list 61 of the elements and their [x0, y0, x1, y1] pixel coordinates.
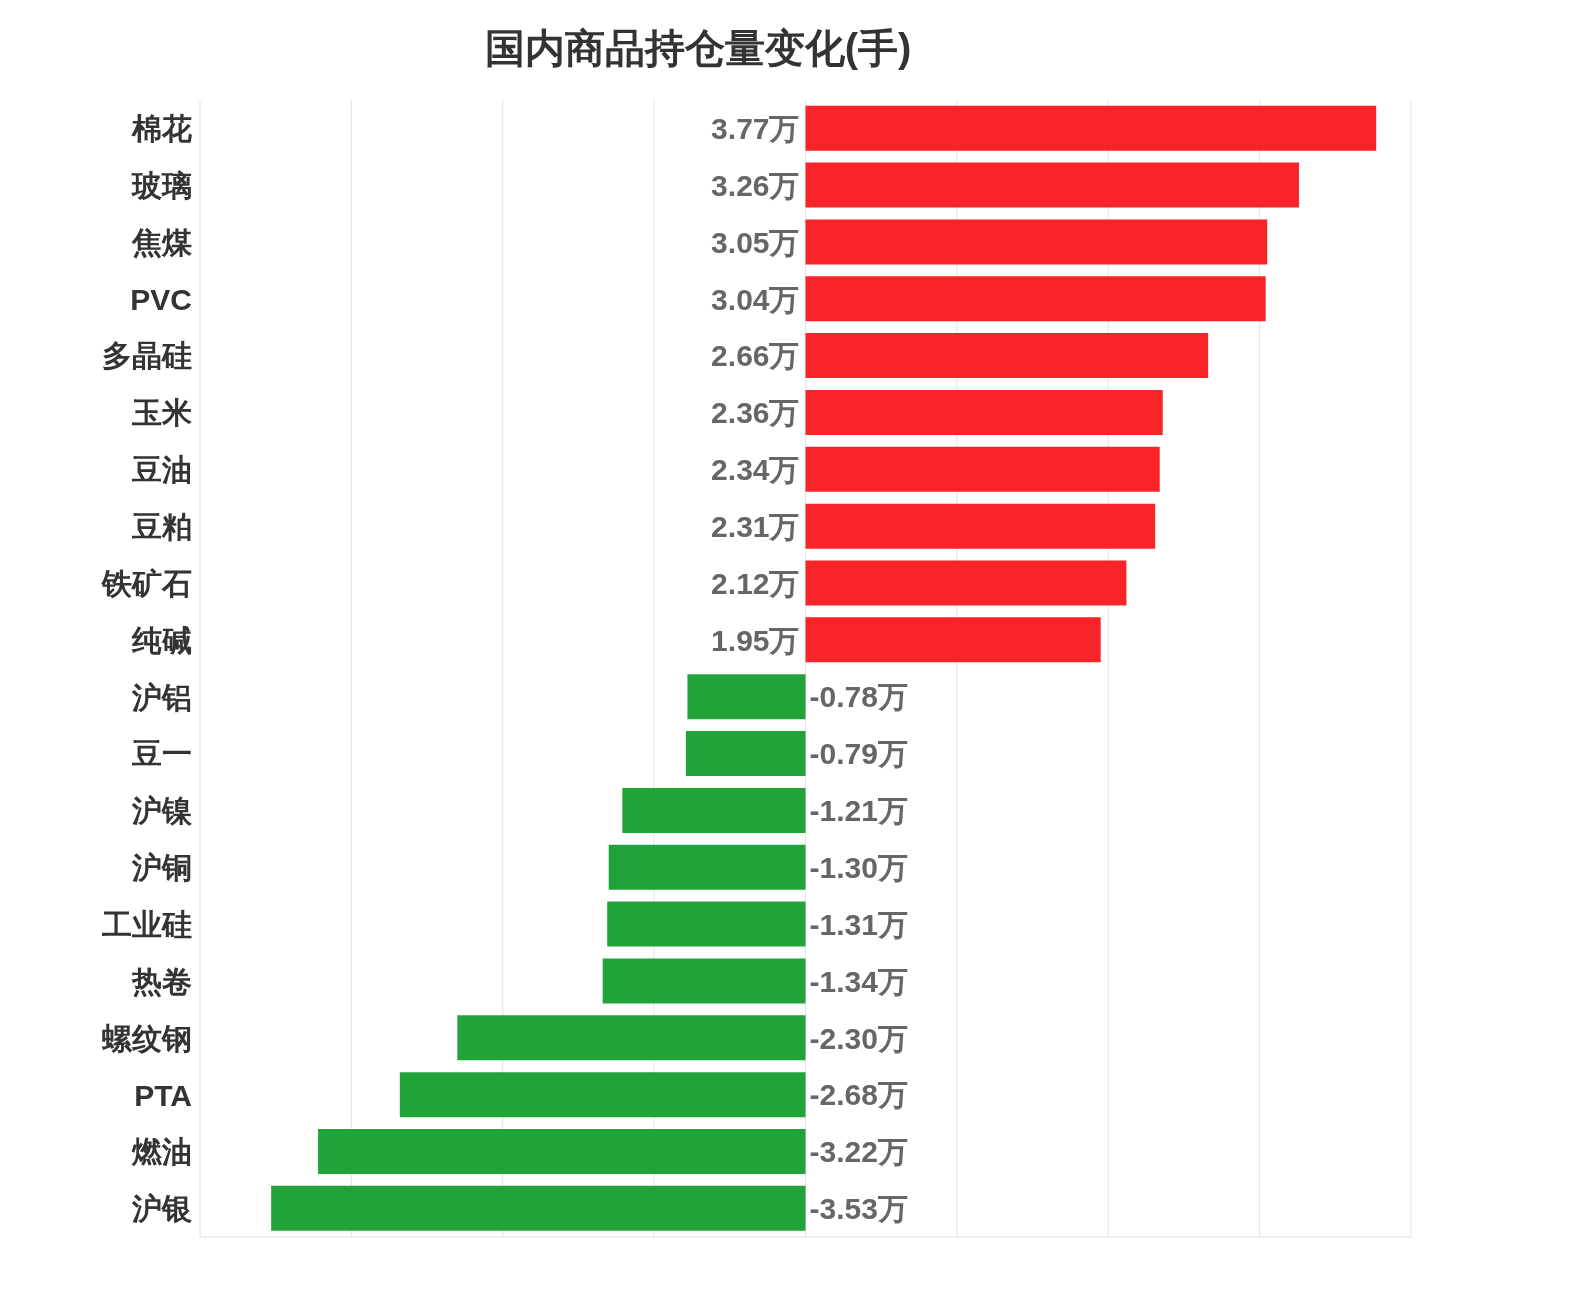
y-tick-label: 纯碱 — [131, 623, 192, 657]
data-label: -3.53万 — [809, 1192, 908, 1226]
y-tick-label: 工业硅 — [101, 907, 192, 941]
y-tick-label: 沪银 — [131, 1192, 192, 1226]
data-label: 2.36万 — [711, 396, 800, 430]
y-tick-label: 焦煤 — [131, 225, 192, 259]
y-tick-label: PTA — [134, 1078, 192, 1112]
data-label: 2.66万 — [711, 339, 800, 373]
y-tick-label: 玉米 — [131, 396, 192, 430]
y-tick-label: 豆油 — [131, 453, 192, 487]
y-tick-label: 玻璃 — [131, 168, 192, 202]
bar — [607, 901, 806, 947]
y-tick-label: 铁矿石 — [101, 566, 192, 600]
bar — [457, 1015, 806, 1061]
y-tick-label: 多晶硅 — [102, 339, 192, 373]
bar — [805, 276, 1266, 322]
bar — [805, 333, 1209, 379]
y-tick-label: 沪铜 — [131, 851, 192, 885]
bar — [622, 787, 806, 833]
data-label: 2.12万 — [711, 566, 800, 600]
bar — [608, 844, 806, 890]
bar — [602, 958, 806, 1004]
data-label: 3.04万 — [711, 282, 800, 316]
data-label: 3.05万 — [711, 225, 800, 259]
data-label: -2.30万 — [809, 1021, 908, 1055]
data-label: -2.68万 — [809, 1078, 908, 1112]
y-tick-label: 豆一 — [131, 737, 192, 771]
bar — [805, 503, 1156, 549]
data-label: -1.31万 — [809, 907, 908, 941]
bar — [805, 446, 1160, 492]
y-tick-label: 热卷 — [131, 964, 192, 998]
bar — [805, 219, 1268, 265]
y-tick-label: PVC — [130, 282, 192, 316]
bar — [318, 1128, 806, 1174]
data-label: -3.22万 — [809, 1135, 908, 1169]
y-tick-label: 沪镍 — [131, 794, 193, 828]
bar — [687, 674, 806, 720]
data-label: 2.34万 — [711, 453, 800, 487]
data-label: 2.31万 — [711, 509, 800, 543]
bar — [805, 617, 1101, 663]
bar — [805, 162, 1299, 208]
bar — [685, 731, 806, 777]
y-tick-label: 燃油 — [131, 1135, 192, 1169]
y-tick-label: 豆粕 — [131, 510, 192, 544]
data-label: 1.95万 — [711, 623, 800, 657]
data-label: 3.77万 — [711, 111, 800, 145]
data-label: -1.34万 — [809, 964, 908, 998]
data-label: -0.79万 — [809, 737, 908, 771]
bar — [805, 105, 1377, 151]
chart-title: 国内商品持仓量变化(手) — [484, 24, 912, 72]
bar — [271, 1185, 806, 1231]
bar — [805, 389, 1163, 435]
data-label: -0.78万 — [809, 680, 908, 714]
data-label: -1.30万 — [809, 851, 908, 885]
bar — [399, 1072, 806, 1118]
data-label: 3.26万 — [711, 168, 800, 202]
y-tick-label: 沪铝 — [131, 680, 192, 714]
y-tick-label: 棉花 — [131, 112, 192, 146]
y-tick-label: 螺纹钢 — [101, 1021, 192, 1055]
data-label: -1.21万 — [809, 794, 908, 828]
bar — [805, 560, 1127, 606]
